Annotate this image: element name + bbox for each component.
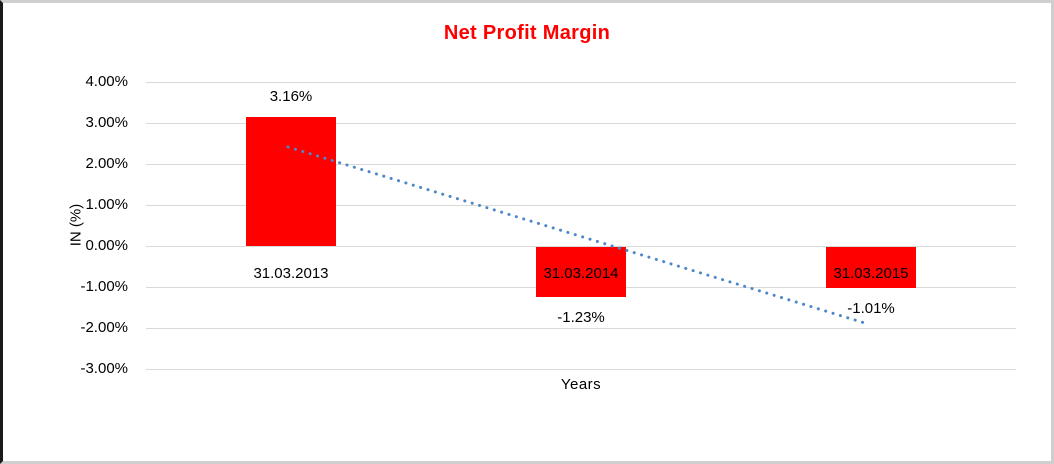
y-tick-label: -2.00% [80, 319, 128, 336]
y-axis-title: IN (%) [67, 203, 85, 247]
y-tick-label: 1.00% [85, 196, 128, 213]
data-label-2015: -1.01% [847, 300, 895, 317]
y-tick-label: -3.00% [80, 360, 128, 377]
gridline [146, 123, 1016, 124]
category-label-2014: 31.03.2014 [543, 265, 619, 282]
y-tick-label: 4.00% [85, 73, 128, 90]
linear-trendline[interactable] [3, 3, 1054, 464]
category-label-2013: 31.03.2013 [253, 265, 329, 282]
bar-31-03-2013[interactable] [246, 117, 336, 246]
gridline [146, 328, 1016, 329]
gridline [146, 369, 1016, 370]
x-axis-title: Years [560, 376, 602, 393]
data-label-2013: 3.16% [269, 88, 313, 105]
y-tick-label: 0.00% [85, 237, 128, 254]
category-label-2015: 31.03.2015 [833, 265, 909, 282]
y-tick-label: -1.00% [80, 278, 128, 295]
y-tick-label: 2.00% [85, 155, 128, 172]
gridline [146, 82, 1016, 83]
y-tick-label: 3.00% [85, 114, 128, 131]
chart-title: Net Profit Margin [443, 22, 611, 44]
data-label-2014: -1.23% [557, 309, 605, 326]
